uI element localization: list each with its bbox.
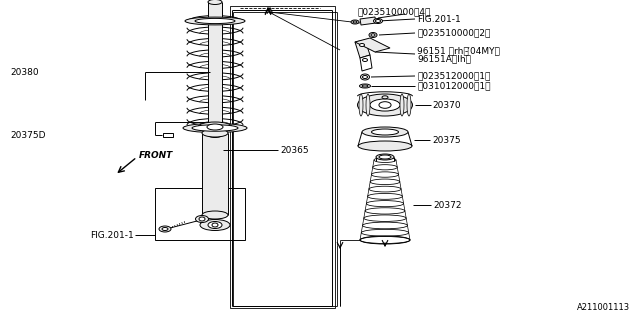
- Ellipse shape: [198, 122, 232, 132]
- Text: 96151 ＼rh＾: 96151 ＼rh＾: [417, 46, 468, 55]
- Ellipse shape: [371, 34, 375, 36]
- Bar: [202, 133, 228, 215]
- Text: 20365: 20365: [280, 146, 308, 155]
- Ellipse shape: [202, 211, 228, 219]
- Ellipse shape: [202, 129, 228, 137]
- Ellipse shape: [351, 20, 359, 24]
- Ellipse shape: [376, 20, 381, 22]
- Ellipse shape: [379, 155, 391, 159]
- Bar: [230, 6, 335, 308]
- Ellipse shape: [159, 226, 171, 232]
- Ellipse shape: [362, 59, 367, 61]
- Ellipse shape: [192, 125, 238, 131]
- Ellipse shape: [358, 94, 413, 116]
- Text: FRONT: FRONT: [139, 150, 173, 159]
- Ellipse shape: [185, 17, 245, 25]
- Bar: [208, 2, 222, 135]
- Polygon shape: [360, 17, 376, 25]
- Ellipse shape: [359, 94, 363, 116]
- Ellipse shape: [382, 96, 388, 99]
- Ellipse shape: [360, 44, 365, 46]
- Ellipse shape: [371, 129, 399, 135]
- Ellipse shape: [210, 0, 220, 2]
- Ellipse shape: [370, 99, 400, 111]
- Ellipse shape: [195, 215, 209, 222]
- Ellipse shape: [358, 141, 412, 151]
- Text: FIG.201-1: FIG.201-1: [417, 14, 461, 23]
- Ellipse shape: [207, 124, 223, 130]
- Polygon shape: [355, 40, 370, 58]
- Text: 20375: 20375: [432, 135, 461, 145]
- Ellipse shape: [369, 33, 377, 37]
- Text: Ⓝ023510000（4）: Ⓝ023510000（4）: [357, 7, 430, 17]
- Ellipse shape: [208, 221, 222, 228]
- Ellipse shape: [379, 102, 391, 108]
- Text: Ⓝ023512000（1）: Ⓝ023512000（1）: [417, 71, 490, 81]
- Text: A211001113: A211001113: [577, 303, 630, 312]
- Text: Ⓥ031012000（1）: Ⓥ031012000（1）: [417, 82, 490, 91]
- Ellipse shape: [407, 94, 411, 116]
- Ellipse shape: [208, 0, 222, 4]
- Text: Ⓝ023510000（2）: Ⓝ023510000（2）: [417, 28, 490, 37]
- Ellipse shape: [400, 94, 404, 116]
- Ellipse shape: [362, 85, 368, 87]
- Text: 20375D: 20375D: [10, 131, 45, 140]
- Ellipse shape: [360, 74, 369, 80]
- Polygon shape: [355, 38, 390, 52]
- Ellipse shape: [183, 124, 247, 132]
- Ellipse shape: [200, 220, 230, 230]
- Text: -’04MY＞: -’04MY＞: [465, 46, 501, 55]
- Polygon shape: [360, 55, 372, 71]
- Ellipse shape: [199, 217, 205, 221]
- Ellipse shape: [353, 21, 357, 23]
- Ellipse shape: [212, 223, 218, 227]
- Text: 20372: 20372: [433, 201, 461, 210]
- Polygon shape: [163, 133, 173, 137]
- Text: 20380: 20380: [10, 68, 38, 76]
- Text: 96151A＼lh＾: 96151A＼lh＾: [417, 54, 471, 63]
- Text: 20370: 20370: [433, 100, 461, 109]
- Ellipse shape: [195, 19, 235, 24]
- Ellipse shape: [162, 228, 168, 230]
- Bar: [155, 188, 245, 240]
- Text: FIG.201-1: FIG.201-1: [90, 230, 134, 239]
- Ellipse shape: [208, 132, 222, 138]
- Ellipse shape: [362, 127, 408, 137]
- Ellipse shape: [362, 76, 367, 78]
- Ellipse shape: [374, 19, 383, 23]
- Ellipse shape: [376, 154, 394, 160]
- Ellipse shape: [366, 94, 370, 116]
